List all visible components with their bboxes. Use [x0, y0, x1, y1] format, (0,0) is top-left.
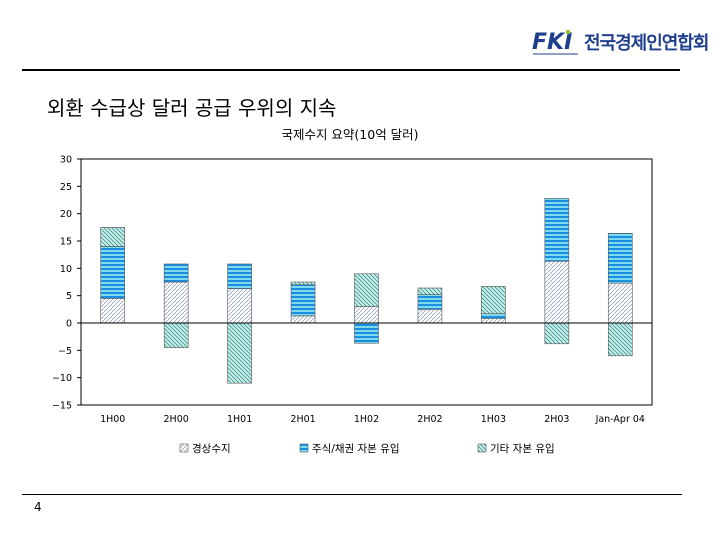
legend-swatch-dots [179, 443, 189, 453]
bars [81, 198, 652, 384]
bar-dots-2H02 [417, 309, 443, 324]
bar-dots-1H03 [481, 318, 506, 324]
bar-stripes-2H00 [163, 263, 189, 283]
y-tick-label: 5 [66, 291, 72, 302]
y-tick-label: 15 [60, 237, 72, 248]
x-axis-labels: 1H00 2H00 1H01 2H01 1H02 2H02 1H03 2H03 Jan-Apr … [100, 414, 645, 425]
y-tick-label: 25 [60, 182, 72, 193]
legend-label: 주식/채권 자본 유입 [312, 442, 400, 455]
legend-swatch-stripes [299, 443, 309, 453]
bar-stripes-2H02 [417, 294, 443, 310]
x-tick-label: 2H01 [290, 414, 315, 425]
x-tick-label: 1H00 [100, 414, 125, 425]
bar-stripes-1H01 [227, 263, 252, 289]
x-tick-label: 1H02 [354, 414, 379, 425]
fki-logo-mark: FKI [532, 30, 572, 55]
bar-hatch-1H00 [100, 227, 126, 247]
y-tick-label: 30 [60, 155, 72, 166]
plot-area-frame [80, 158, 653, 406]
y-tick-label: −10 [52, 373, 72, 384]
legend-label: 경상수지 [192, 442, 231, 455]
page-title: 외환 수급상 달러 공급 우위의 지속 [47, 96, 337, 120]
bar-stripes-2H03 [544, 198, 570, 262]
bar-hatch-2H03 [544, 322, 570, 345]
bar-dots-1H01 [227, 288, 252, 324]
bar-stripes-1H00 [100, 246, 126, 299]
y-axis: 30 25 20 15 10 5 0 −5 −10 −15 [52, 155, 81, 412]
bar-dots-1H02 [354, 306, 379, 324]
bar-hatch-1H01 [227, 322, 252, 384]
bar-hatch-2H00 [163, 322, 189, 348]
x-tick-label: 2H00 [164, 414, 189, 425]
bar-stripes-Jan-Apr-04 [607, 233, 633, 284]
x-tick-label: 2H03 [544, 414, 569, 425]
org-name: 전국경제인연합회 [584, 33, 709, 54]
top-divider [22, 69, 680, 71]
y-tick-label: 20 [60, 209, 72, 220]
bar-dots-2H01 [290, 315, 316, 324]
bar-hatch-2H02 [417, 287, 443, 295]
bar-hatch-Jan-Apr-04 [607, 322, 633, 357]
bar-dots-1H00 [100, 298, 126, 324]
x-tick-label: 1H03 [481, 414, 506, 425]
chart-title: 국제수지 요약(10억 달러) [281, 127, 418, 142]
y-tick-label: −15 [52, 401, 72, 412]
bar-dots-2H03 [544, 260, 570, 324]
bottom-divider [22, 494, 682, 495]
x-tick-label: 2H02 [417, 414, 442, 425]
y-tick-label: 0 [66, 319, 72, 330]
legend-label: 기타 자본 유입 [490, 442, 555, 455]
y-tick-label: 10 [60, 264, 72, 275]
logo-accent-dot [566, 30, 570, 34]
legend-swatch-hatch [477, 443, 487, 453]
bar-stripes-2H01 [290, 284, 316, 317]
bar-stripes-1H03 [481, 313, 506, 319]
bar-stripes-1H02 [354, 322, 379, 344]
bar-hatch-2H01 [290, 281, 316, 286]
y-tick-label: −5 [58, 346, 72, 357]
page-number: 4 [34, 500, 42, 514]
bar-dots-2H00 [163, 281, 189, 324]
bar-hatch-1H03 [481, 286, 506, 315]
bar-dots-Jan-Apr-04 [607, 282, 633, 324]
x-tick-label: 1H01 [227, 414, 252, 425]
x-tick-label: Jan-Apr 04 [595, 414, 645, 425]
fki-logo: FKI [532, 30, 578, 55]
legend: 경상수지 주식/채권 자본 유입 기타 자본 유입 [179, 442, 555, 455]
bar-hatch-1H02 [354, 273, 379, 307]
